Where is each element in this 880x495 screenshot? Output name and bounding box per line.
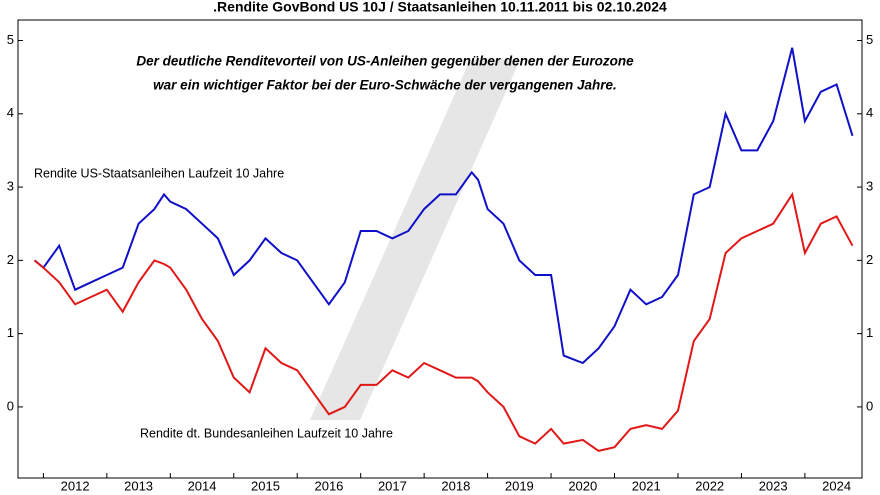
line-series (33, 191, 854, 452)
x-tick-label: 2015 (251, 478, 280, 493)
y-tick-label: 0 (7, 398, 14, 413)
legend-label: Rendite US-Staatsanleihen Laufzeit 10 Ja… (34, 166, 284, 180)
annotation: war ein wichtiger Faktor bei der Euro-Sc… (153, 78, 617, 93)
watermark (310, 60, 520, 420)
annotation: Der deutliche Renditevorteil von US-Anle… (136, 54, 634, 69)
x-tick-label: 2014 (188, 478, 217, 493)
x-tick-label: 2024 (822, 478, 851, 493)
x-tick-label: 2018 (441, 478, 470, 493)
y-tick-label: 3 (7, 179, 14, 194)
y-tick-label: 1 (7, 325, 14, 340)
legend-label: Rendite dt. Bundesanleihen Laufzeit 10 J… (140, 426, 393, 440)
x-tick-label: 2013 (124, 478, 153, 493)
y-tick-label: 2 (866, 252, 873, 267)
x-tick-label: 2020 (568, 478, 597, 493)
x-tick-label: 2016 (314, 478, 343, 493)
x-tick-label: 2019 (505, 478, 534, 493)
y-tick-label: 5 (866, 32, 873, 47)
x-tick-label: 2021 (632, 478, 661, 493)
y-tick-label: 0 (866, 398, 873, 413)
line-series (33, 47, 854, 365)
y-tick-label: 1 (866, 325, 873, 340)
x-tick-label: 2022 (695, 478, 724, 493)
y-tick-label: 4 (7, 105, 14, 120)
x-tick-label: 2017 (378, 478, 407, 493)
x-tick-label: 2023 (759, 478, 788, 493)
plot-frame (17, 19, 863, 479)
y-tick-label: 3 (866, 179, 873, 194)
y-tick-label: 4 (866, 105, 873, 120)
chart-title: .Rendite GovBond US 10J / Staatsanleihen… (213, 0, 667, 15)
y-tick-label: 5 (7, 32, 14, 47)
y-tick-label: 2 (7, 252, 14, 267)
x-tick-label: 2012 (61, 478, 90, 493)
